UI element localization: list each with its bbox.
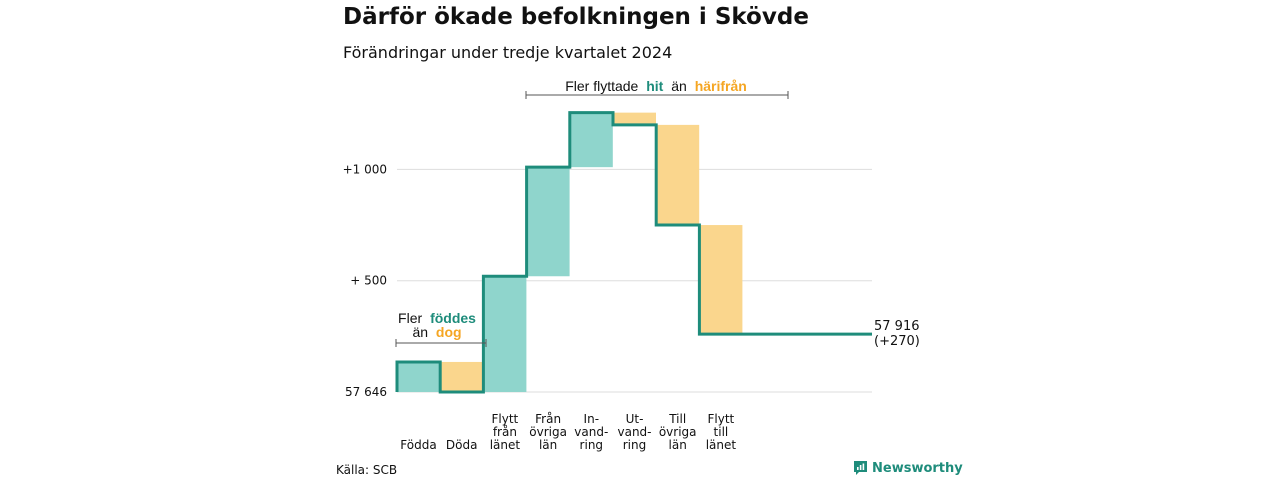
brand-name: Newsworthy <box>872 460 963 476</box>
end-value-label: 57 916 <box>874 319 920 334</box>
category-label: vand- <box>617 425 651 439</box>
category-label: Till <box>668 412 686 426</box>
category-label: län <box>539 438 557 452</box>
newsworthy-logo-icon <box>854 461 867 475</box>
chart-title: Därför ökade befolkningen i Skövde <box>343 4 809 30</box>
bar-1 <box>397 361 440 392</box>
migration-annotation-text: Fler flyttade hit än härifrån <box>565 78 747 94</box>
category-label: län <box>669 438 687 452</box>
category-label: länet <box>490 438 521 452</box>
y-tick-label: + 500 <box>350 274 387 288</box>
category-label: övriga <box>659 425 697 439</box>
y-tick-label: 57 646 <box>345 385 387 399</box>
bar-3 <box>483 276 527 392</box>
cumulative-step-line <box>395 111 872 394</box>
end-change-label: (+270) <box>874 334 920 349</box>
category-label: Födda <box>400 438 436 452</box>
category-label: Flytt <box>708 412 735 426</box>
category-label: till <box>714 425 729 439</box>
category-label: In- <box>584 412 599 426</box>
birth-annotation-line2: än dog <box>412 324 461 340</box>
bar-6 <box>613 112 656 125</box>
annotation-harifran: härifrån <box>695 78 747 94</box>
category-label: Flytt <box>492 412 519 426</box>
category-label: länet <box>706 438 737 452</box>
bar-5 <box>569 112 613 168</box>
bar-2 <box>440 361 484 392</box>
birth-annotation-line1: Fler föddes <box>398 310 476 326</box>
category-label: Från <box>535 412 561 426</box>
y-tick-label: +1 000 <box>343 162 387 176</box>
chart-subtitle: Förändringar under tredje kvartalet 2024 <box>343 43 673 62</box>
brand-logo[interactable]: Newsworthy <box>853 460 963 476</box>
category-label: från <box>493 425 517 439</box>
migration-annotation: Fler flyttade hit än härifrån <box>525 78 789 99</box>
annotation-dog: dog <box>436 324 462 340</box>
category-label: Ut- <box>626 412 644 426</box>
category-label: ring <box>580 438 604 452</box>
birth-death-annotation: Fler föddes än dog <box>395 310 487 347</box>
bar-4 <box>526 167 570 277</box>
source-label: Källa: SCB <box>336 463 398 477</box>
annotation-hit: hit <box>646 78 663 94</box>
annotation-foddes: föddes <box>430 310 476 326</box>
bar-8 <box>699 225 743 335</box>
category-label: ring <box>623 438 647 452</box>
bar-7 <box>656 124 700 226</box>
category-label: vand- <box>574 425 608 439</box>
category-label: övriga <box>529 425 567 439</box>
category-label: Döda <box>446 438 478 452</box>
